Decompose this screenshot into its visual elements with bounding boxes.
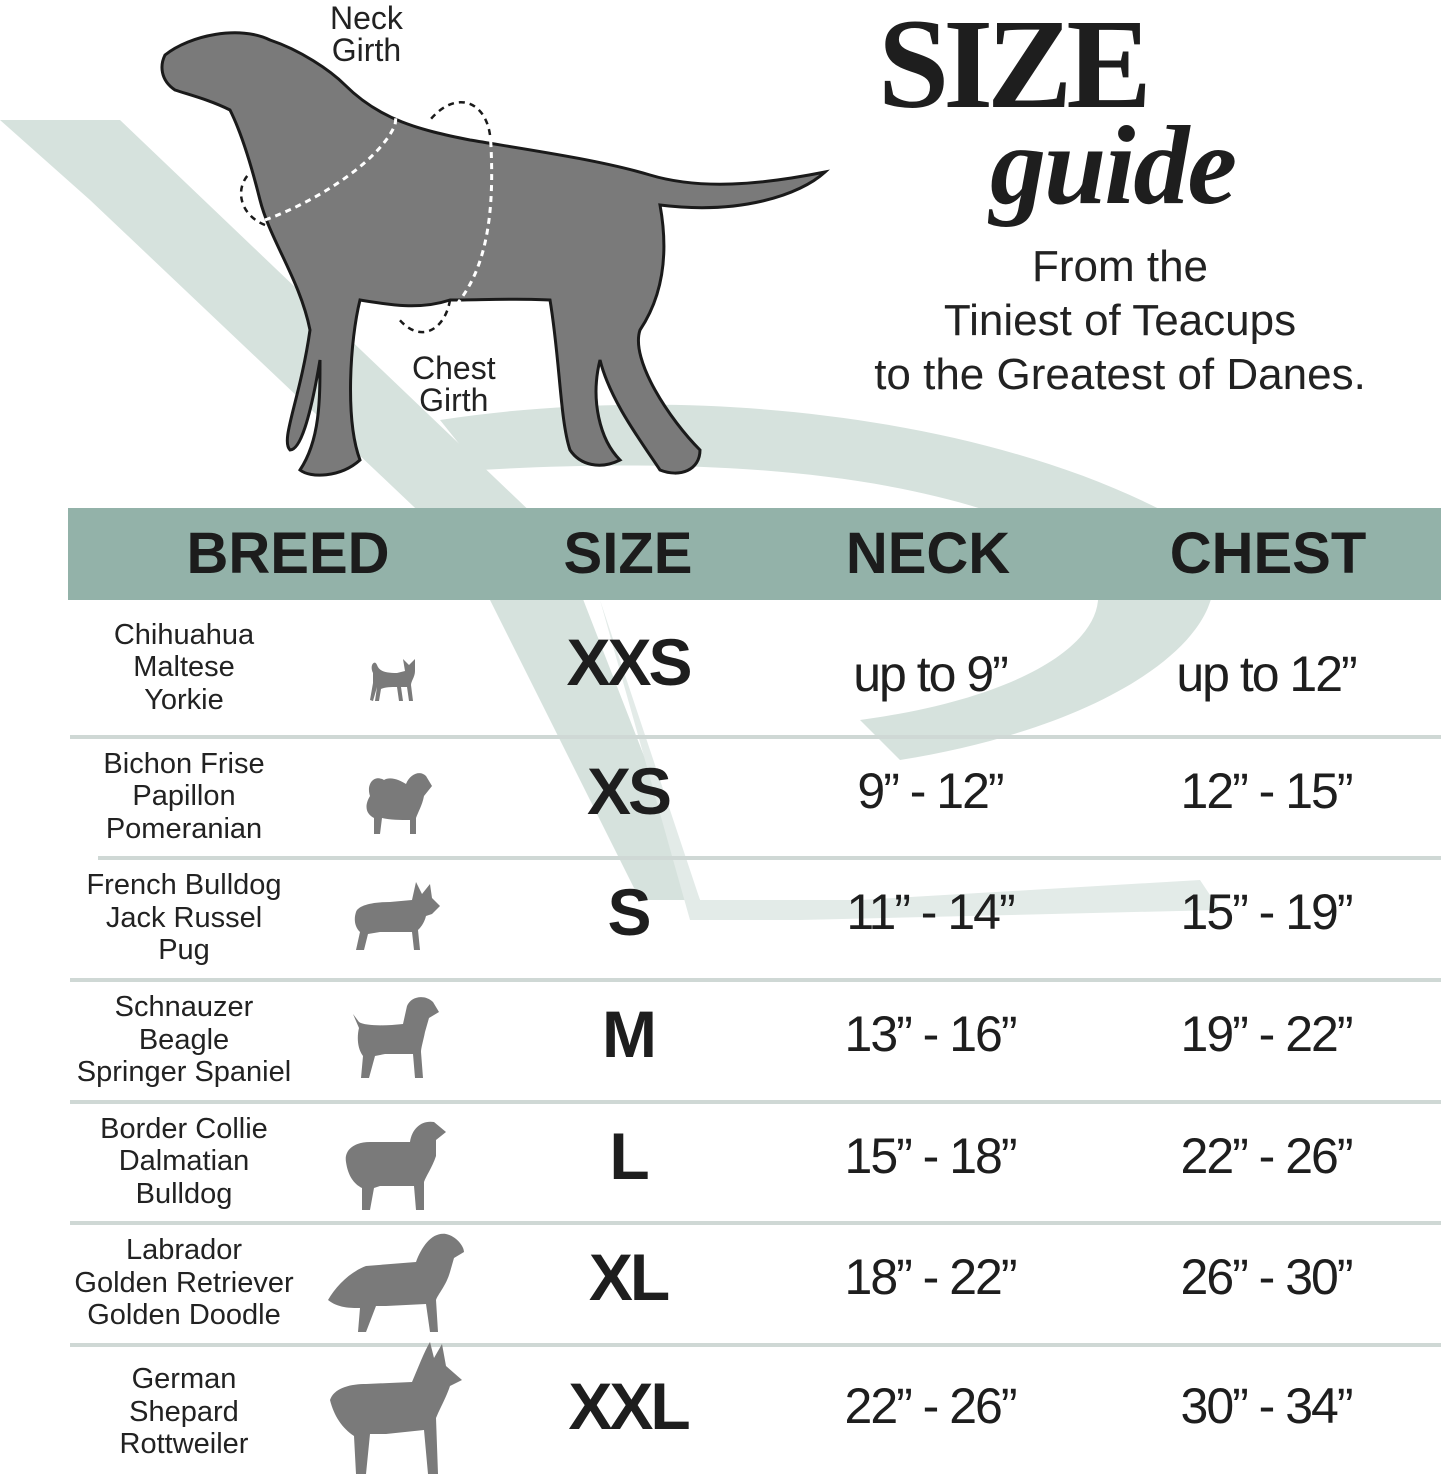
size-value: XS [586,753,672,828]
neck-value: 11” - 14” [846,884,1015,940]
breed-name: Jack Russel [105,901,263,934]
breed-name: Bichon Frise [103,747,265,780]
size-value: XXL [568,1369,690,1443]
table-header: BREED SIZE NECK CHEST [68,508,1441,600]
dog-measurement-diagram [160,31,830,477]
retriever-silhouette-icon [326,1226,466,1341]
breed-name: Yorkie [144,683,224,716]
chest-value: 19” - 22” [1180,1006,1354,1062]
breed-name: Beagle [138,1023,230,1056]
header-neck: NECK [845,521,1011,586]
breed-name: Maltese [133,651,235,683]
shepherd-silhouette-icon [326,1338,466,1483]
breed-list: Schnauzer Beagle Springer Spaniel [64,991,304,1089]
row-separator [70,1221,1441,1225]
row-separator [98,856,1441,860]
breed-list: German Shepard Rottweiler [64,1363,304,1461]
neck-girth-label: Neck Girth [330,2,403,66]
chest-value: 30” - 34” [1180,1378,1354,1434]
chest-value: 15” - 19” [1180,884,1354,940]
breed-list: Bichon Frise Papillon Pomeranian [64,748,304,846]
tagline-line: Tiniest of Teacups [943,296,1297,345]
neck-value: 15” - 18” [844,1127,1018,1184]
breed-name: Schnauzer [114,991,254,1023]
chest-value: 22” - 26” [1180,1127,1354,1184]
header-breed: BREED [186,521,390,586]
chest-label-line: Chest [412,350,496,386]
size-value: L [609,1118,649,1193]
tagline: From the Tiniest of Teacups to the Great… [820,240,1420,402]
terrier-silhouette-icon [345,992,441,1087]
breed-name: Chihuahua [113,618,255,651]
breed-name: Pomeranian [105,812,263,845]
neck-value: 22” - 26” [844,1378,1018,1434]
size-value: M [602,997,657,1071]
neck-label-line: Neck [330,0,403,36]
size-value: S [607,875,651,949]
title-guide: guide [990,104,1237,228]
breed-name: Pug [158,934,210,966]
breed-list: French Bulldog Jack Russel Pug [64,869,304,967]
breed-name: French Bulldog [86,869,282,901]
neck-label-line: Girth [331,32,402,68]
breed-name: Dalmatian [118,1145,250,1177]
breed-list: Labrador Golden Retriever Golden Doodle [64,1234,304,1332]
breed-list: Border Collie Dalmatian Bulldog [64,1113,304,1211]
breed-name: Springer Spaniel [76,1056,292,1088]
row-separator [70,735,1441,739]
labrador-illustration [160,31,830,477]
tagline-line: to the Greatest of Danes. [874,350,1366,399]
breed-name: Bulldog [135,1177,233,1210]
pomeranian-silhouette-icon [360,766,434,843]
row-separator [70,1100,1441,1104]
breed-name: German [131,1363,237,1395]
breed-name: Shepard [129,1395,239,1428]
neck-value: 13” - 16” [844,1006,1018,1062]
breed-name: Papillon [132,780,236,812]
header-size: SIZE [563,521,693,586]
neck-value: 18” - 22” [844,1249,1018,1305]
title-size: SIZE [878,0,1152,135]
header-chest: CHEST [1169,521,1367,586]
chest-label-line: Girth [419,382,489,418]
breed-name: Border Collie [100,1112,268,1145]
chest-value: 12” - 15” [1180,762,1354,819]
chest-value: 26” - 30” [1180,1249,1354,1305]
size-value: XL [588,1240,670,1314]
collie-silhouette-icon [340,1112,450,1219]
chihuahua-silhouette-icon [365,645,425,710]
tagline-line: From the [1031,242,1209,291]
breed-name: Labrador [125,1234,243,1266]
breed-name: Golden Doodle [87,1299,281,1331]
french-bulldog-silhouette-icon [350,878,442,959]
breed-list: Chihuahua Maltese Yorkie [64,619,304,717]
neck-value: up to 9” [853,645,1009,702]
row-separator [70,978,1441,982]
row-separator [70,1343,1441,1347]
size-value: XXS [566,624,692,699]
chest-girth-label: Chest Girth [412,352,496,416]
neck-value: 9” - 12” [857,762,1004,819]
breed-name: Golden Retriever [74,1266,294,1299]
chest-value: up to 12” [1176,645,1357,702]
breed-name: Rottweiler [119,1428,249,1460]
